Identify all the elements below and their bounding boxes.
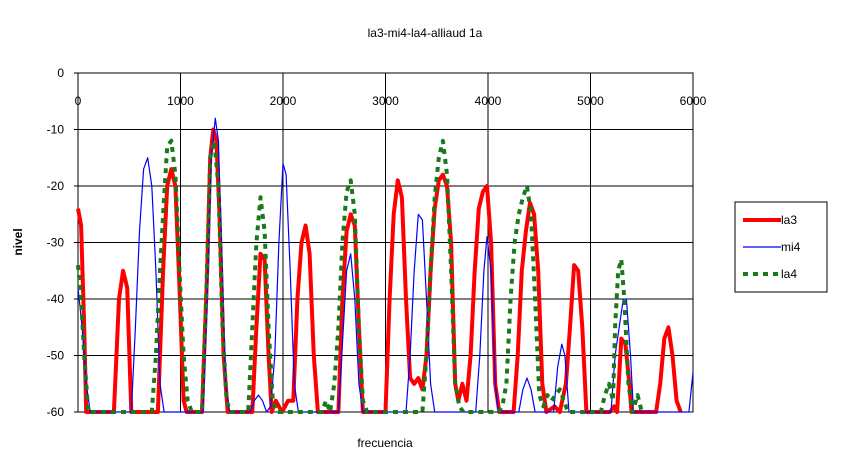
y-tick-label: 0 <box>57 66 64 80</box>
legend-label-la3: la3 <box>781 213 797 227</box>
x-tick-label: 2000 <box>270 94 297 108</box>
y-tick-label: -40 <box>47 292 65 306</box>
series-line-la3 <box>76 127 683 414</box>
legend-label-mi4: mi4 <box>781 240 801 254</box>
y-tick-label: -50 <box>47 349 65 363</box>
x-tick-label: 5000 <box>577 94 604 108</box>
legend: la3 mi4 la4 <box>734 201 828 293</box>
x-tick-label: 1000 <box>167 94 194 108</box>
legend-label-la4: la4 <box>781 267 797 281</box>
x-tick-label: 4000 <box>475 94 502 108</box>
x-tick-label: 0 <box>75 94 82 108</box>
x-tick-label: 6000 <box>680 94 707 108</box>
x-axis-label: frecuencia <box>357 436 413 450</box>
chart-title: la3-mi4-la4-alliaud 1a <box>368 26 483 40</box>
y-tick-label: -60 <box>47 405 65 419</box>
y-axis-label: nivel <box>11 228 25 255</box>
series-line-mi4 <box>77 117 694 413</box>
series-line-la4 <box>76 138 644 414</box>
x-tick-label: 3000 <box>372 94 399 108</box>
y-tick-label: -10 <box>47 123 65 137</box>
series-layer <box>76 117 694 414</box>
axes: 0 -10 -20 -30 -40 -50 -60 0 1000 2000 3000 4000 5000… <box>47 66 707 419</box>
y-tick-label: -30 <box>47 236 65 250</box>
y-tick-label: -20 <box>47 179 65 193</box>
